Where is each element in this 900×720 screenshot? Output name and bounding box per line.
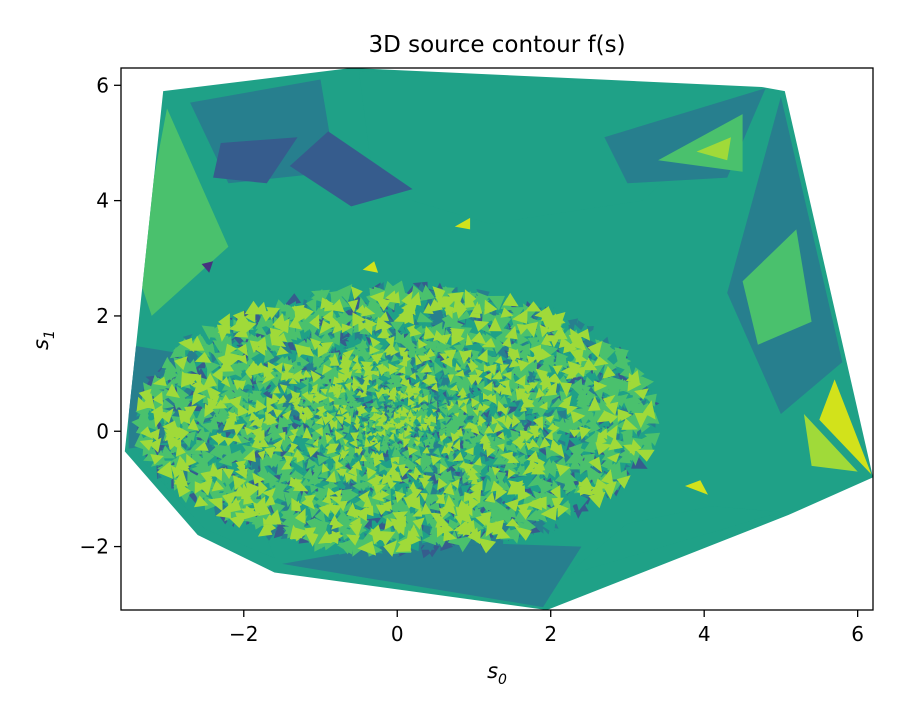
x-tick-label: 2 [544, 622, 557, 646]
x-tick-label: 0 [391, 622, 404, 646]
contour-region-20 [201, 261, 214, 273]
x-tick-label: 4 [698, 622, 711, 646]
contour-region-10 [803, 414, 858, 472]
contour-region-19 [454, 217, 471, 230]
x-tick-label: 6 [851, 622, 864, 646]
contour-region-9 [819, 379, 872, 475]
y-axis-label-subscript: 1 [42, 330, 58, 339]
contour-noise-layer [131, 279, 661, 559]
contour-region-0 [358, 70, 758, 224]
contour-region-18 [362, 261, 379, 273]
y-axis: −2 0 2 4 6 [80, 73, 121, 559]
y-tick-label: 0 [96, 419, 109, 443]
y-tick-label: 6 [96, 73, 109, 97]
contour-region-17 [685, 480, 708, 495]
contour-noise-4 [136, 286, 656, 557]
contour-region-8 [742, 229, 812, 345]
contour-region-2 [213, 137, 298, 184]
plot-frame [120, 67, 874, 611]
contour-region-6 [696, 137, 731, 161]
y-tick-label: −2 [80, 535, 109, 559]
contour-region-16 [566, 506, 781, 576]
y-axis-label: s1 [29, 330, 58, 350]
plot-area [124, 68, 873, 610]
y-tick-label: 4 [96, 189, 109, 213]
x-axis-label-subscript: 0 [498, 672, 507, 688]
x-tick-label: −2 [229, 622, 258, 646]
y-tick-label: 2 [96, 304, 109, 328]
contour-region-3 [289, 131, 413, 207]
x-axis-label: s0 [487, 659, 507, 688]
x-axis: −2 0 2 4 6 [229, 610, 864, 646]
contour-noise-3 [131, 280, 661, 557]
contour-region-15 [282, 540, 582, 608]
chart-title: 3D source contour f(s) [368, 32, 625, 58]
